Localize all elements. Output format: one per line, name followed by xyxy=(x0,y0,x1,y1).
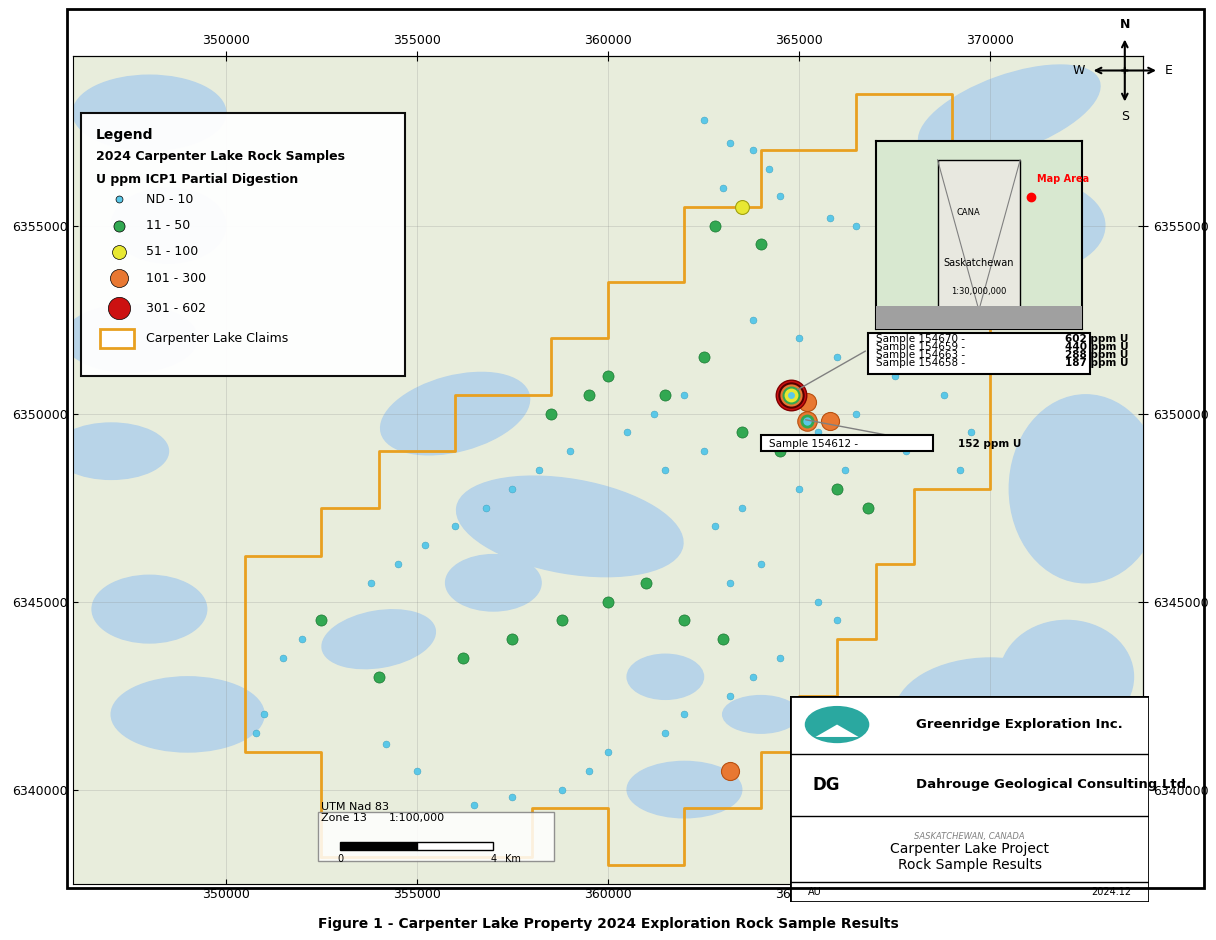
Text: Map Area: Map Area xyxy=(1037,174,1088,183)
Text: Sample 154670 -: Sample 154670 - xyxy=(876,335,968,344)
Text: DG: DG xyxy=(812,776,840,793)
Text: 187 ppm U: 187 ppm U xyxy=(1065,358,1128,368)
Text: 51 - 100: 51 - 100 xyxy=(146,245,198,258)
Ellipse shape xyxy=(1000,620,1133,733)
FancyBboxPatch shape xyxy=(80,113,405,376)
Bar xyxy=(317,812,554,861)
Text: 602 ppm U: 602 ppm U xyxy=(1065,335,1128,344)
Ellipse shape xyxy=(322,610,435,668)
Ellipse shape xyxy=(627,654,704,699)
Text: Sample 154658 -: Sample 154658 - xyxy=(876,358,968,368)
Polygon shape xyxy=(816,725,858,737)
Text: Legend: Legend xyxy=(96,128,153,142)
Bar xyxy=(340,842,417,850)
Text: ND - 10: ND - 10 xyxy=(146,193,193,206)
Text: 101 - 300: 101 - 300 xyxy=(146,272,206,285)
Text: Greenridge Exploration Inc.: Greenridge Exploration Inc. xyxy=(916,718,1122,731)
Ellipse shape xyxy=(111,677,264,752)
Text: Sample 154659 -: Sample 154659 - xyxy=(876,342,968,352)
Ellipse shape xyxy=(381,372,530,455)
Ellipse shape xyxy=(54,423,169,479)
Text: W: W xyxy=(1073,64,1085,77)
Text: 1:30,000,000: 1:30,000,000 xyxy=(951,287,1007,296)
Text: 152 ppm U: 152 ppm U xyxy=(958,439,1021,448)
Text: Dahrouge Geological Consulting Ltd.: Dahrouge Geological Consulting Ltd. xyxy=(916,778,1192,791)
Bar xyxy=(417,842,494,850)
Ellipse shape xyxy=(1009,395,1162,583)
Text: SASKATCHEWAN, CANADA: SASKATCHEWAN, CANADA xyxy=(914,832,1025,840)
Text: 0: 0 xyxy=(337,854,344,864)
Bar xyxy=(100,329,134,348)
Text: 4: 4 xyxy=(490,854,496,864)
Text: N: N xyxy=(1120,18,1130,31)
Text: Carpenter Lake Project
Rock Sample Results: Carpenter Lake Project Rock Sample Resul… xyxy=(890,842,1049,872)
Text: 1:100,000: 1:100,000 xyxy=(389,813,445,823)
Text: S: S xyxy=(1121,110,1128,123)
FancyBboxPatch shape xyxy=(761,435,933,451)
Text: 288 ppm U: 288 ppm U xyxy=(1065,350,1128,360)
Text: 11 - 50: 11 - 50 xyxy=(146,219,190,232)
Text: 301 - 602: 301 - 602 xyxy=(146,302,206,315)
Text: UTM Nad 83
Zone 13: UTM Nad 83 Zone 13 xyxy=(321,802,389,823)
Text: Saskatchewan: Saskatchewan xyxy=(944,258,1014,268)
Ellipse shape xyxy=(445,555,541,611)
Text: Sample 154663 -: Sample 154663 - xyxy=(876,350,968,360)
Text: Figure 1 - Carpenter Lake Property 2024 Exploration Rock Sample Results: Figure 1 - Carpenter Lake Property 2024 … xyxy=(317,916,899,931)
Polygon shape xyxy=(876,306,1082,329)
Polygon shape xyxy=(938,160,1020,310)
Ellipse shape xyxy=(627,761,742,818)
Text: 440 ppm U: 440 ppm U xyxy=(1065,342,1128,352)
Text: Km: Km xyxy=(505,854,520,864)
Text: 2024.12: 2024.12 xyxy=(1091,887,1131,897)
Ellipse shape xyxy=(799,733,952,808)
Ellipse shape xyxy=(952,179,1105,273)
Text: AU: AU xyxy=(809,887,822,897)
Ellipse shape xyxy=(722,696,799,733)
Text: U ppm ICP1 Partial Digestion: U ppm ICP1 Partial Digestion xyxy=(96,173,298,186)
Text: CANA: CANA xyxy=(957,208,980,217)
FancyBboxPatch shape xyxy=(868,333,1090,374)
Ellipse shape xyxy=(63,305,197,372)
Ellipse shape xyxy=(111,188,226,263)
Text: Carpenter Lake Claims: Carpenter Lake Claims xyxy=(146,332,288,345)
Text: 2024 Carpenter Lake Rock Samples: 2024 Carpenter Lake Rock Samples xyxy=(96,150,345,164)
Circle shape xyxy=(805,706,869,744)
Ellipse shape xyxy=(895,658,1086,771)
Ellipse shape xyxy=(92,575,207,643)
Ellipse shape xyxy=(73,75,226,150)
Ellipse shape xyxy=(918,65,1100,161)
Text: E: E xyxy=(1165,64,1172,77)
Text: Sample 154612 -: Sample 154612 - xyxy=(769,439,861,448)
Ellipse shape xyxy=(456,477,683,576)
